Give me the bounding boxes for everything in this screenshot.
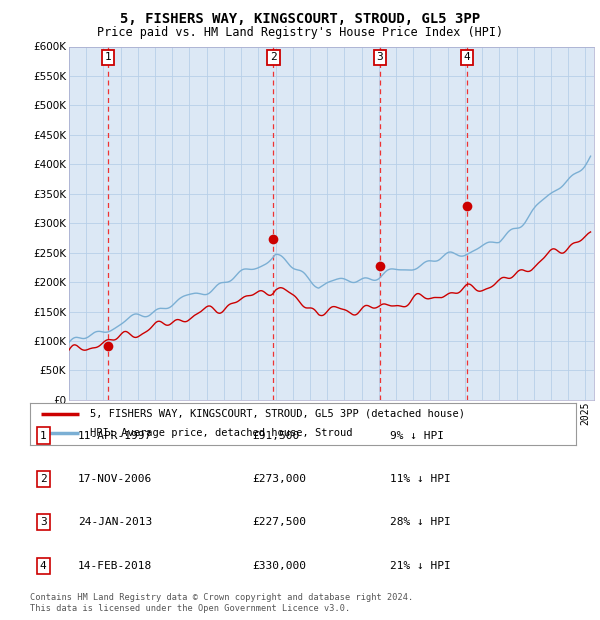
Text: 28% ↓ HPI: 28% ↓ HPI xyxy=(390,517,451,528)
Text: 3: 3 xyxy=(377,53,383,63)
Text: HPI: Average price, detached house, Stroud: HPI: Average price, detached house, Stro… xyxy=(90,428,353,438)
Text: 4: 4 xyxy=(464,53,470,63)
Text: Contains HM Land Registry data © Crown copyright and database right 2024.
This d: Contains HM Land Registry data © Crown c… xyxy=(30,593,413,613)
Text: Price paid vs. HM Land Registry's House Price Index (HPI): Price paid vs. HM Land Registry's House … xyxy=(97,26,503,39)
Text: 2: 2 xyxy=(270,53,277,63)
Text: 1: 1 xyxy=(40,430,47,441)
Text: 14-FEB-2018: 14-FEB-2018 xyxy=(78,560,152,571)
Text: 1: 1 xyxy=(105,53,112,63)
Text: £91,500: £91,500 xyxy=(252,430,299,441)
Text: £330,000: £330,000 xyxy=(252,560,306,571)
Text: 11-APR-1997: 11-APR-1997 xyxy=(78,430,152,441)
Text: 4: 4 xyxy=(40,560,47,571)
Text: £227,500: £227,500 xyxy=(252,517,306,528)
Text: 11% ↓ HPI: 11% ↓ HPI xyxy=(390,474,451,484)
Text: 2: 2 xyxy=(40,474,47,484)
Text: 9% ↓ HPI: 9% ↓ HPI xyxy=(390,430,444,441)
Text: 17-NOV-2006: 17-NOV-2006 xyxy=(78,474,152,484)
Text: 21% ↓ HPI: 21% ↓ HPI xyxy=(390,560,451,571)
Text: 3: 3 xyxy=(40,517,47,528)
Text: £273,000: £273,000 xyxy=(252,474,306,484)
Text: 5, FISHERS WAY, KINGSCOURT, STROUD, GL5 3PP: 5, FISHERS WAY, KINGSCOURT, STROUD, GL5 … xyxy=(120,12,480,27)
Text: 5, FISHERS WAY, KINGSCOURT, STROUD, GL5 3PP (detached house): 5, FISHERS WAY, KINGSCOURT, STROUD, GL5 … xyxy=(90,409,465,419)
Text: 24-JAN-2013: 24-JAN-2013 xyxy=(78,517,152,528)
